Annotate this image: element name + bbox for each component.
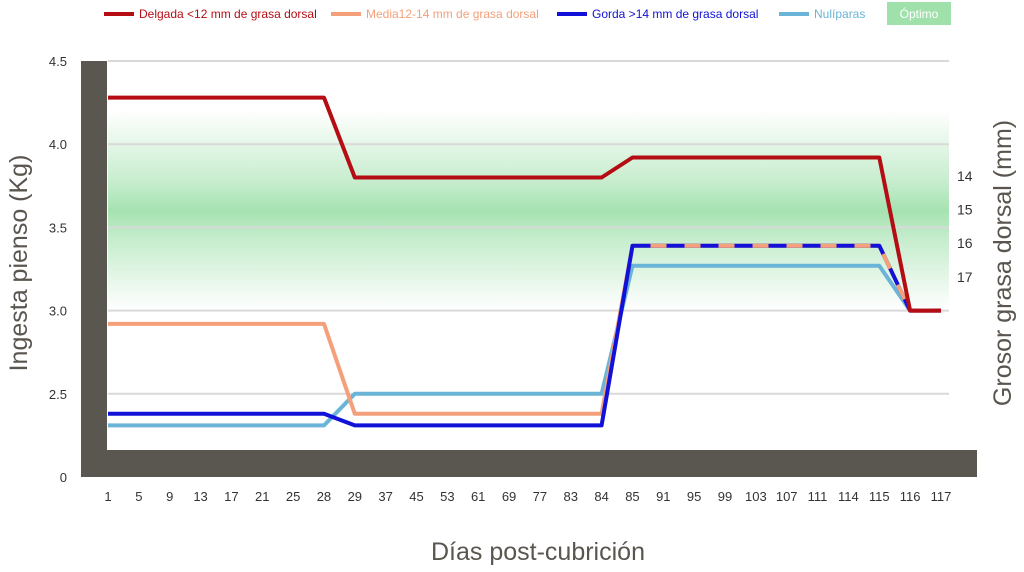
x-tick-label: 9 — [166, 489, 173, 504]
legend: Delgada <12 mm de grasa dorsal Media12-14… — [104, 2, 951, 25]
x-tick-label: 53 — [440, 489, 454, 504]
legend-optimum-swatch — [887, 2, 951, 25]
x-tick-label: 117 — [931, 489, 952, 504]
y-axis-ticks: 0 2.5 3.0 3.5 4.0 4.5 — [49, 54, 67, 485]
right-tick-label: 14 — [957, 168, 973, 184]
y-tick-label: 2.5 — [49, 387, 67, 402]
y-tick-label: 4.5 — [49, 54, 67, 69]
x-tick-label: 83 — [564, 489, 578, 504]
y-axis-title: Ingesta pienso (Kg) — [5, 155, 33, 372]
x-tick-label: 37 — [378, 489, 392, 504]
x-tick-label: 28 — [317, 489, 331, 504]
legend-optimum-label: Óptimo — [900, 6, 939, 21]
right-tick-label: 16 — [957, 235, 973, 251]
x-tick-label: 45 — [409, 489, 423, 504]
x-tick-label: 25 — [286, 489, 300, 504]
optimum-band-gradient — [108, 110, 949, 311]
x-tick-label: 107 — [776, 489, 798, 504]
x-axis-title: Días post-cubrición — [431, 538, 645, 566]
x-tick-label: 103 — [745, 489, 767, 504]
x-tick-label: 29 — [348, 489, 362, 504]
legend-label: Gorda >14 mm de grasa dorsal — [592, 7, 758, 21]
x-axis-ticks: 1 5 9 13 17 21 25 28 29 37 45 53 61 69 77 83 84 85 91 95 99 1… — [104, 489, 951, 504]
legend-label: Media12-14 mm de grasa dorsal — [366, 7, 539, 21]
legend-label: Delgada <12 mm de grasa dorsal — [139, 7, 317, 21]
optimum-band — [108, 110, 949, 311]
x-tick-label: 115 — [869, 489, 890, 504]
y-tick-label: 4.0 — [49, 137, 67, 152]
x-tick-label: 17 — [224, 489, 238, 504]
bottom-axis-bar — [81, 450, 977, 477]
y-tick-label: 0 — [60, 470, 67, 485]
x-tick-label: 111 — [808, 489, 828, 504]
x-tick-label: 116 — [900, 489, 921, 504]
x-tick-label: 69 — [502, 489, 516, 504]
series-lines — [108, 95, 941, 428]
x-tick-label: 77 — [533, 489, 547, 504]
x-tick-label: 61 — [471, 489, 485, 504]
x-tick-label: 84 — [594, 489, 608, 504]
x-tick-label: 1 — [104, 489, 111, 504]
x-tick-label: 95 — [687, 489, 701, 504]
y-tick-label: 3.0 — [49, 304, 67, 319]
right-axis-title: Grosor grasa dorsal (mm) — [989, 120, 1017, 406]
x-tick-label: 99 — [718, 489, 732, 504]
left-axis-bar — [81, 61, 107, 477]
series-line — [108, 263, 912, 428]
y-tick-label: 3.5 — [49, 220, 67, 235]
x-tick-label: 5 — [135, 489, 142, 504]
x-tick-label: 91 — [656, 489, 670, 504]
right-axis-ticks: 14 15 16 17 — [957, 168, 973, 285]
x-tick-label: 114 — [838, 489, 859, 504]
x-tick-label: 13 — [193, 489, 207, 504]
series-line — [108, 95, 941, 313]
series-line-dash-overlay — [632, 243, 941, 313]
x-tick-label: 21 — [255, 489, 269, 504]
legend-label: Nulíparas — [814, 7, 865, 21]
right-tick-label: 15 — [957, 202, 973, 218]
x-tick-label: 85 — [625, 489, 639, 504]
right-tick-label: 17 — [957, 269, 973, 285]
